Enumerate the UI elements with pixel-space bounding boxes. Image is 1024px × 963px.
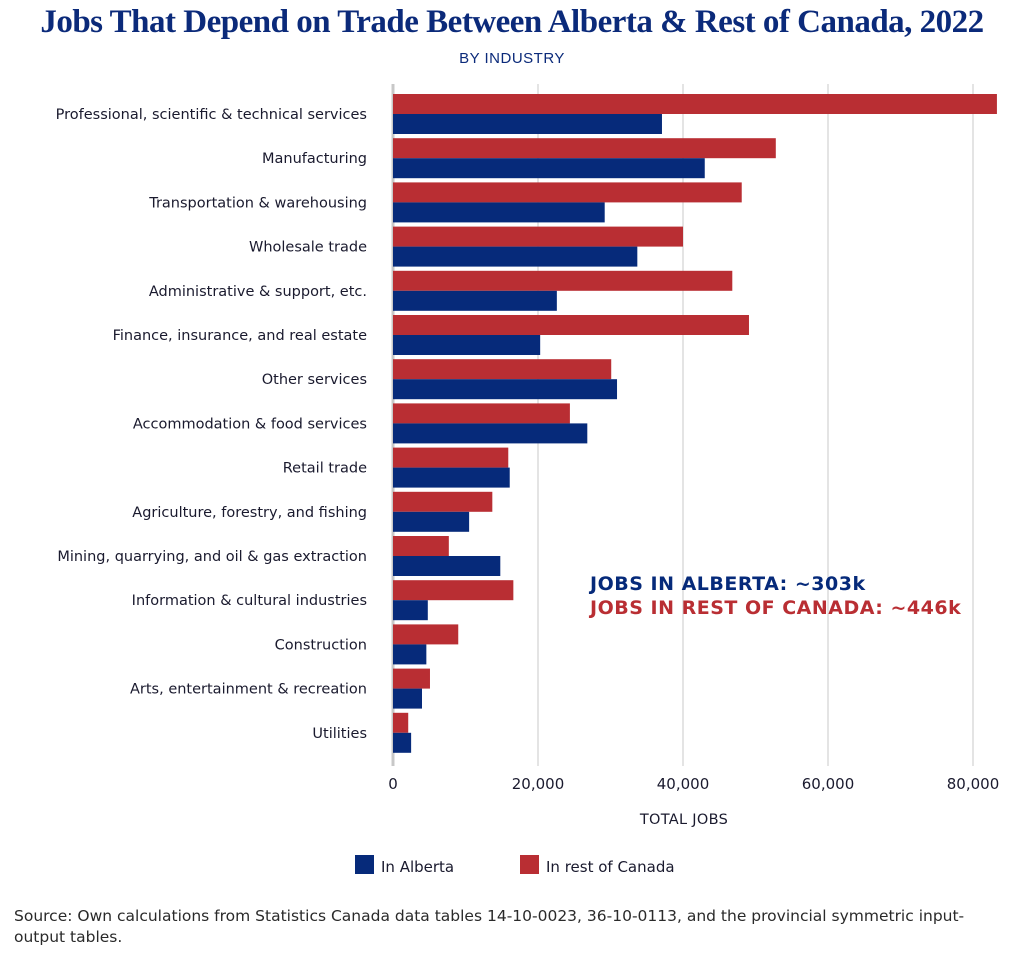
bar-alberta bbox=[393, 556, 501, 576]
bar-rest-of-canada bbox=[393, 403, 570, 424]
bar-alberta bbox=[393, 511, 470, 532]
x-tick-label: 0 bbox=[388, 775, 398, 793]
bar-rest-of-canada bbox=[393, 447, 509, 468]
category-label: Retail trade bbox=[283, 461, 367, 477]
source-note: Source: Own calculations from Statistics… bbox=[14, 907, 965, 946]
bar-rest-of-canada bbox=[393, 138, 776, 159]
bar-rest-of-canada bbox=[393, 226, 683, 247]
legend-swatch-alberta bbox=[355, 855, 374, 874]
bar-chart: Professional, scientific & technical ser… bbox=[56, 84, 999, 876]
bar-rest-of-canada bbox=[393, 712, 409, 733]
bar-rest-of-canada bbox=[393, 182, 742, 203]
annotation-alberta-total: JOBS IN ALBERTA: ~303k bbox=[588, 573, 866, 595]
x-tick-label: 80,000 bbox=[947, 775, 1000, 793]
category-label: Manufacturing bbox=[262, 151, 367, 167]
category-label: Wholesale trade bbox=[249, 240, 367, 256]
category-label: Accommodation & food services bbox=[133, 416, 367, 432]
bar-rest-of-canada bbox=[393, 624, 459, 645]
category-label: Mining, quarrying, and oil & gas extract… bbox=[57, 549, 367, 565]
x-tick-label: 20,000 bbox=[512, 775, 565, 793]
bar-rest-of-canada bbox=[393, 359, 612, 380]
bar-alberta bbox=[393, 246, 638, 267]
category-label: Information & cultural industries bbox=[132, 593, 367, 609]
bar-rest-of-canada bbox=[393, 536, 449, 556]
x-tick-labels: 0 20,000 40,000 60,000 80,000 bbox=[388, 775, 999, 793]
bar-rest-of-canada bbox=[393, 580, 514, 601]
bar-rest-of-canada bbox=[393, 270, 733, 291]
bar-alberta bbox=[393, 290, 557, 311]
category-label: Agriculture, forestry, and fishing bbox=[132, 505, 367, 521]
x-tick-label: 40,000 bbox=[657, 775, 710, 793]
bars bbox=[393, 94, 997, 753]
x-tick-label: 60,000 bbox=[802, 775, 855, 793]
bar-alberta bbox=[393, 423, 588, 444]
category-label: Finance, insurance, and real estate bbox=[113, 328, 368, 344]
category-labels: Professional, scientific & technical ser… bbox=[56, 107, 367, 742]
bar-alberta bbox=[393, 732, 412, 753]
legend-swatch-rest-of-canada bbox=[520, 855, 539, 874]
bar-alberta bbox=[393, 114, 662, 134]
legend: In Alberta In rest of Canada bbox=[355, 855, 675, 876]
category-label: Arts, entertainment & recreation bbox=[130, 682, 367, 698]
annotation-rest-of-canada-total: JOBS IN REST OF CANADA: ~446k bbox=[588, 597, 961, 619]
chart-subtitle: BY INDUSTRY bbox=[459, 50, 565, 67]
category-label: Transportation & warehousing bbox=[148, 195, 367, 211]
bar-alberta bbox=[393, 600, 428, 621]
bar-alberta bbox=[393, 467, 510, 488]
chart-title: Jobs That Depend on Trade Between Albert… bbox=[40, 4, 984, 40]
bar-alberta bbox=[393, 688, 422, 709]
bar-rest-of-canada bbox=[393, 315, 749, 335]
category-label: Construction bbox=[275, 637, 367, 653]
bar-rest-of-canada bbox=[393, 491, 493, 512]
bar-alberta bbox=[393, 644, 427, 665]
category-label: Professional, scientific & technical ser… bbox=[56, 107, 367, 123]
bar-alberta bbox=[393, 379, 618, 400]
bar-rest-of-canada bbox=[393, 94, 997, 114]
bar-alberta bbox=[393, 335, 541, 355]
bar-rest-of-canada bbox=[393, 668, 430, 689]
x-axis-label: TOTAL JOBS bbox=[639, 812, 728, 828]
legend-label-rest-of-canada: In rest of Canada bbox=[546, 858, 675, 876]
bar-alberta bbox=[393, 202, 605, 223]
category-label: Administrative & support, etc. bbox=[149, 284, 367, 300]
category-label: Utilities bbox=[312, 726, 367, 742]
legend-label-alberta: In Alberta bbox=[381, 858, 454, 876]
bar-alberta bbox=[393, 158, 705, 179]
category-label: Other services bbox=[262, 372, 367, 388]
